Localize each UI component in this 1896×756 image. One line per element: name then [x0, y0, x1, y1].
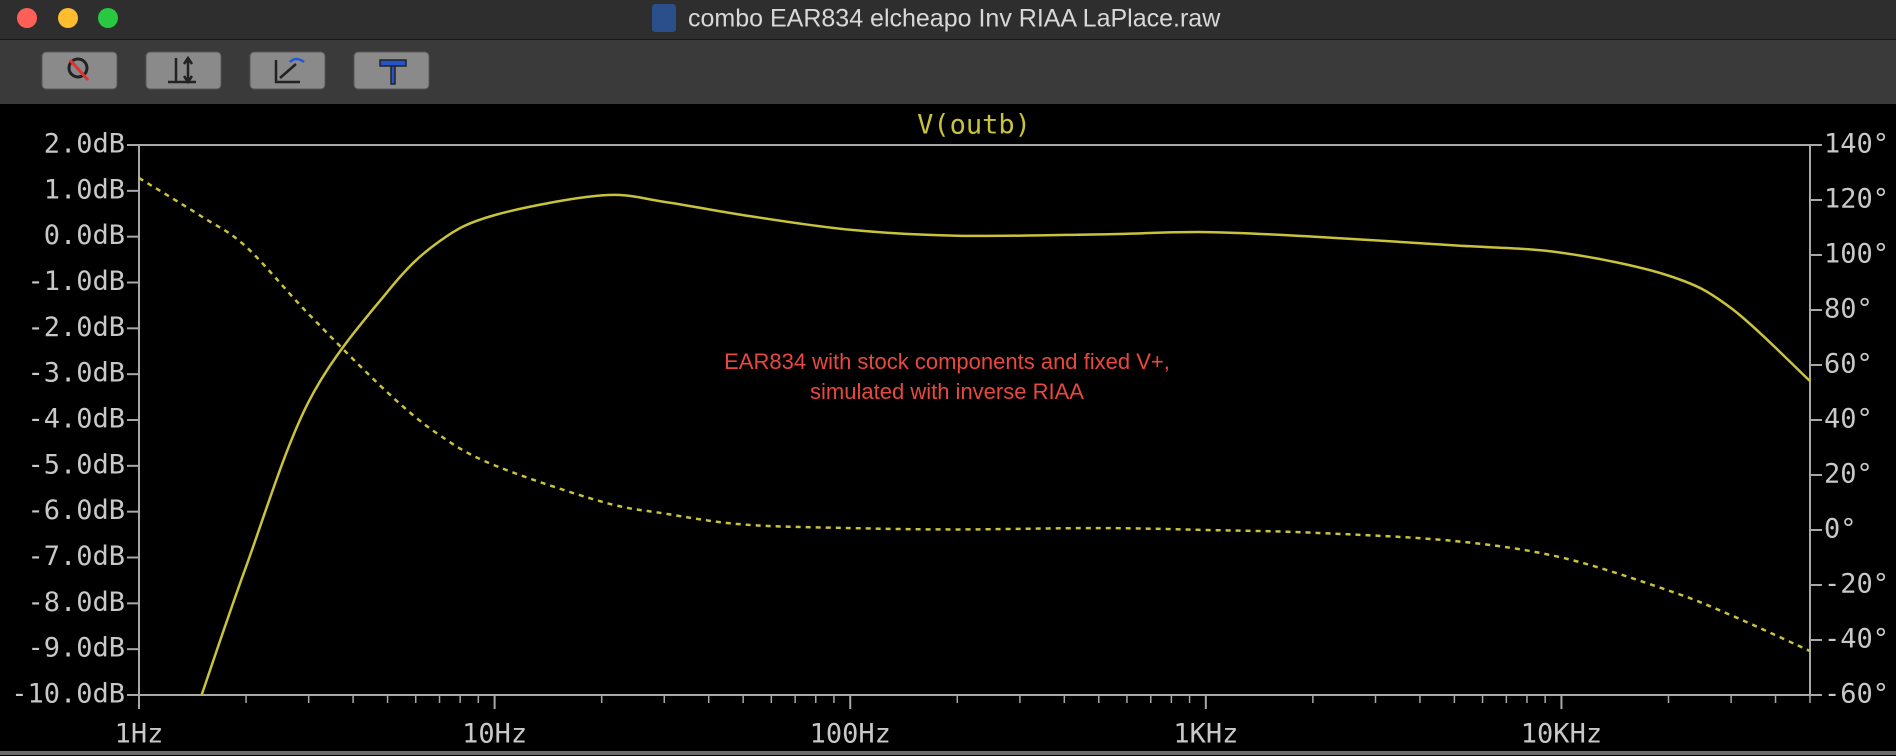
y2-tick-label: 80° — [1824, 294, 1873, 325]
y-tick-label: -6.0dB — [27, 495, 125, 526]
zoom-button[interactable] — [98, 8, 118, 28]
y2-tick-label: 140° — [1824, 129, 1889, 160]
y-tick-label: -8.0dB — [27, 587, 125, 618]
y2-tick-label: 0° — [1824, 514, 1857, 545]
title-bar — [0, 0, 1896, 39]
y-tick-label: -9.0dB — [27, 633, 125, 664]
y2-tick-label: 60° — [1824, 349, 1873, 380]
minimize-button[interactable] — [58, 8, 78, 28]
autorange-button[interactable] — [145, 51, 222, 90]
file-icon — [652, 4, 676, 32]
y-tick-label: -3.0dB — [27, 358, 125, 389]
y-tick-label: -10.0dB — [11, 679, 125, 710]
window-title: combo EAR834 elcheapo Inv RIAA LaPlace.r… — [688, 5, 1221, 33]
y-tick-label: -4.0dB — [27, 404, 125, 435]
y2-tick-label: 120° — [1824, 184, 1889, 215]
y2-tick-label: 20° — [1824, 459, 1873, 490]
y2-tick-label: 40° — [1824, 404, 1873, 435]
x-tick-label: 100Hz — [810, 719, 891, 750]
y-tick-label: -1.0dB — [27, 266, 125, 297]
icon — [289, 57, 305, 64]
icon — [68, 58, 90, 82]
y-tick-label: 2.0dB — [44, 129, 125, 160]
icon — [67, 57, 89, 79]
y-tick-label: -7.0dB — [27, 541, 125, 572]
icon — [168, 55, 196, 85]
y2-tick-label: -20° — [1824, 569, 1889, 600]
close-button[interactable] — [17, 8, 37, 28]
annotation: EAR834 with stock components and fixed V… — [724, 349, 1170, 374]
annotation: simulated with inverse RIAA — [810, 379, 1084, 404]
icon — [379, 59, 407, 85]
x-tick-label: 1KHz — [1173, 719, 1238, 750]
y-tick-label: 1.0dB — [44, 174, 125, 205]
y-tick-label: -5.0dB — [27, 449, 125, 480]
y-tick-label: -2.0dB — [27, 312, 125, 343]
magnitude-line — [200, 193, 1811, 696]
y2-tick-label: -40° — [1824, 624, 1889, 655]
x-tick-label: 10KHz — [1521, 719, 1602, 750]
phase-line — [138, 176, 1811, 653]
toolbar-buttons — [41, 51, 430, 90]
x-tick-label: 1Hz — [115, 719, 164, 750]
chart-title: V(outb) — [917, 110, 1031, 141]
y2-tick-label: -60° — [1824, 679, 1889, 710]
y2-tick-label: 100° — [1824, 239, 1889, 270]
icon — [274, 60, 300, 84]
y-tick-label: 0.0dB — [44, 220, 125, 251]
x-tick-label: 10Hz — [462, 719, 527, 750]
